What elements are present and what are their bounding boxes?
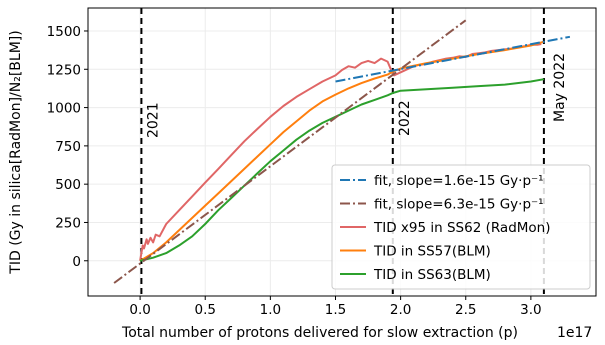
ticks: 0.0 0.5 1.0 1.5 2.0 2.5 3.0 0 250 500 750 1000 1250 1… — [47, 24, 542, 318]
legend-label: fit, slope=6.3e-15 Gy·p⁻¹ — [374, 197, 544, 213]
legend: fit, slope=1.6e-15 Gy·p⁻¹ fit, slope=6.3e… — [331, 164, 591, 290]
series-line — [139, 78, 545, 262]
x-tick-label: 2.0 — [390, 302, 411, 318]
y-tick-label: 750 — [55, 139, 81, 155]
vertical-marker-label: 2021 — [145, 102, 161, 138]
x-tick-label: 3.0 — [520, 302, 541, 318]
x-axis-label: Total number of protons delivered for sl… — [121, 325, 518, 341]
legend-label: TID in SS63(BLM) — [373, 267, 491, 283]
x-tick-label: 1.5 — [325, 302, 346, 318]
y-tick-label: 250 — [55, 215, 81, 231]
series-line — [113, 19, 467, 284]
legend-box — [331, 164, 591, 290]
legend-label: fit, slope=1.6e-15 Gy·p⁻¹ — [374, 173, 544, 189]
x-tick-label: 0.0 — [129, 302, 150, 318]
legend-label: TID in SS57(BLM) — [373, 244, 491, 260]
series-line — [139, 40, 545, 262]
y-tick-label: 500 — [55, 177, 81, 193]
y-tick-label: 0 — [72, 254, 81, 270]
plot-frame — [87, 7, 597, 297]
x-tick-label: 0.5 — [194, 302, 215, 318]
x-axis-offset: 1e17 — [557, 325, 592, 341]
legend-label: TID x95 in SS62 (RadMon) — [373, 220, 551, 236]
y-tick-label: 1250 — [47, 62, 81, 78]
y-tick-label: 1500 — [47, 24, 81, 40]
series-lines — [113, 19, 571, 284]
vertical-marker-label: 2022 — [397, 100, 413, 136]
y-axis-label: TID (Gy in silica[RadMon]/N₂[BLM]) — [8, 30, 24, 274]
series-line — [335, 35, 571, 83]
x-tick-label: 1.0 — [260, 302, 281, 318]
vertical-marker-label: May 2022 — [552, 53, 568, 122]
x-tick-label: 2.5 — [455, 302, 476, 318]
y-tick-label: 1000 — [47, 101, 81, 117]
